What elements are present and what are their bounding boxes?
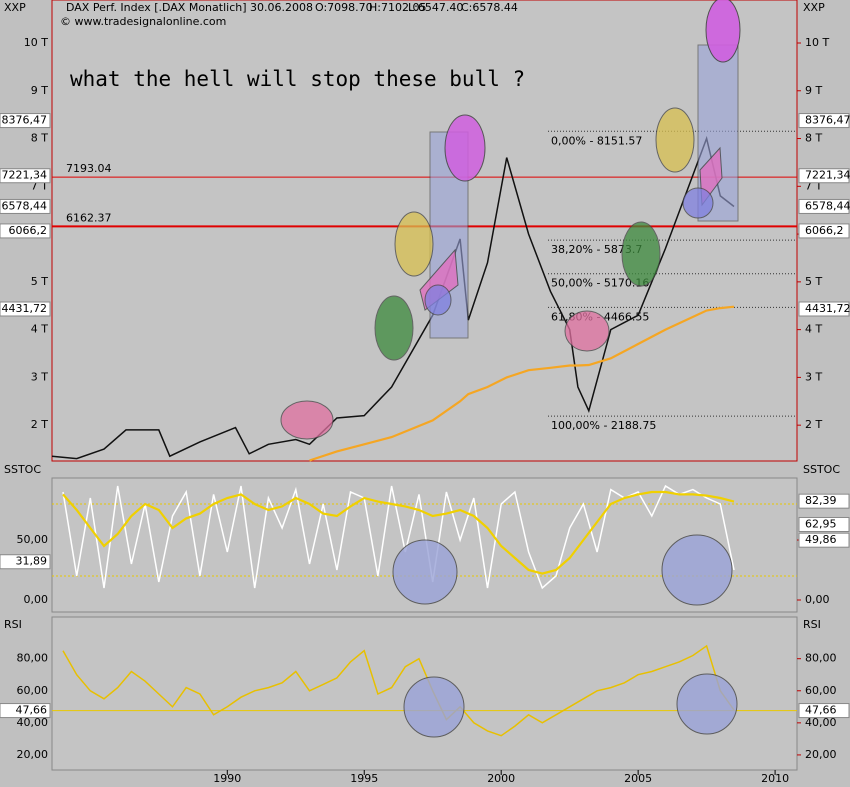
annotations [280,0,741,738]
header-title: DAX Perf. Index [.DAX Monatlich] 30.06.2… [66,1,313,14]
price-box [0,168,51,184]
y-tick-label-right: 2 T [805,418,822,431]
price-box [0,301,51,317]
y-tick-label-right: 40,00 [805,716,837,729]
price-label-right: 6066,2 [805,224,844,237]
price-box [0,223,51,239]
y-tick-label-right: 10 T [805,36,829,49]
series-line [309,305,735,462]
x-tick-label: 1995 [350,772,378,785]
header-close: C:6578.44 [461,1,518,14]
symbol-label-right: XXP [803,1,825,14]
y-tick-label-right: 0,00 [805,593,830,606]
price-box-right [798,198,850,214]
price-label-right: 82,39 [805,494,837,507]
fib-label: 50,00% - 5170.16 [551,277,649,290]
y-tick-label: 50,00 [17,533,49,546]
y-tick-label: 3 T [31,370,48,383]
series-line [62,644,735,737]
annotation: what the hell will stop these bull ? [70,67,525,91]
panel-title: RSI [4,618,22,631]
y-tick-label-right: 5 T [805,275,822,288]
y-tick-label: 10 T [24,36,48,49]
y-tick-label: 40,00 [17,716,49,729]
y-tick-label: 4 T [31,323,48,336]
y-tick-label: 0,00 [24,593,49,606]
y-tick-label: 80,00 [17,652,49,665]
price-label: 31,89 [16,555,48,568]
price-label-right: 49,86 [805,533,837,546]
y-tick-label-right: 60,00 [805,684,837,697]
price-box [0,703,51,719]
y-tick-label-right: 8 T [805,132,822,145]
y-tick-label: 2 T [31,418,48,431]
price-label: 47,66 [16,704,48,717]
price-label: 8376,47 [2,114,48,127]
header-open: O:7098.70 [315,1,373,14]
panel-title-right: RSI [803,618,821,631]
copyright: © www.tradesignalonline.com [60,15,226,28]
price-box-right [798,516,850,532]
y-tick-label-right: 9 T [805,84,822,97]
panel-title-right: SSTOC [803,463,840,476]
symbol-label: XXP [4,1,26,14]
x-tick-label: 2005 [624,772,652,785]
price-box-right [798,301,850,317]
y-tick-label-right: 3 T [805,370,822,383]
price-label-right: 47,66 [805,704,837,717]
x-tick-label: 2010 [761,772,789,785]
series-line [62,490,735,575]
price-label-right: 62,95 [805,517,837,530]
x-tick-label: 2000 [487,772,515,785]
price-box-right [798,493,850,509]
x-tick-label: 1990 [213,772,241,785]
header-low: L:6547.40 [408,1,463,14]
price-box [0,113,51,129]
y-tick-label-right: 20,00 [805,748,837,761]
price-label-right: 4431,72 [805,302,850,315]
y-tick-label: 5 T [31,275,48,288]
price-label-right: 8376,47 [805,114,850,127]
y-tick-label: 9 T [31,84,48,97]
price-label-right: 7221,34 [805,169,850,182]
price-box-right [798,223,850,239]
fib-label: 0,00% - 8151.57 [551,134,642,147]
price-box [0,554,51,570]
y-tick-label: 60,00 [17,684,49,697]
price-box-right [798,168,850,184]
panel-title: SSTOC [4,463,41,476]
header-high: H:7102.05 [369,1,426,14]
price-box-right [798,113,850,129]
price-box-right [798,703,850,719]
price-box [0,198,51,214]
horizontal-line-label: 7193.04 [66,162,112,175]
price-label: 7221,34 [2,169,48,182]
price-label-right: 6578,44 [805,199,850,212]
price-label: 4431,72 [2,302,48,315]
y-tick-label-right: 80,00 [805,652,837,665]
y-tick-label-right: 4 T [805,323,822,336]
fib-label: 38,20% - 5873.7 [551,243,642,256]
y-tick-label: 20,00 [17,748,49,761]
fib-label: 100,00% - 2188.75 [551,419,656,432]
y-tick-label: 8 T [31,132,48,145]
price-box-right [798,532,850,548]
price-label: 6578,44 [2,199,48,212]
series-line [62,484,735,590]
price-label: 6066,2 [9,224,48,237]
horizontal-line-label: 6162.37 [66,211,112,224]
